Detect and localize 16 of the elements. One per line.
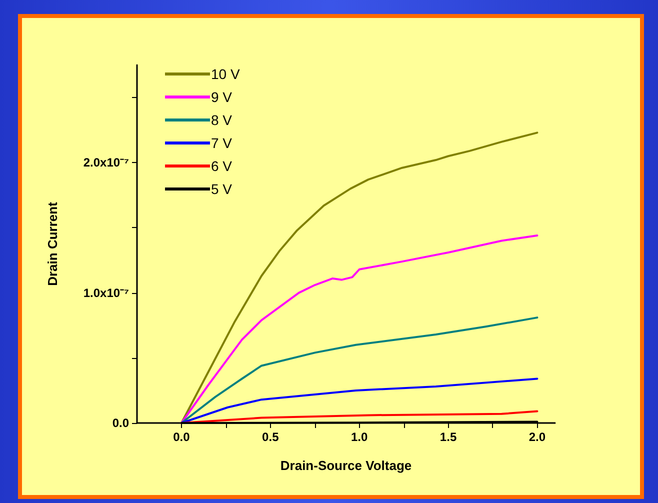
x-tick-label: 1.0: [350, 430, 368, 444]
y-tick-label: 1.0x10⁻⁷: [83, 286, 130, 300]
x-tick-label: 2.0: [528, 430, 546, 444]
legend-label: 8 V: [211, 112, 233, 128]
x-axis-title: Drain-Source Voltage: [280, 458, 412, 473]
legend-label: 9 V: [211, 89, 233, 105]
legend-label: 6 V: [211, 158, 233, 174]
y-tick-label: 2.0x10⁻⁷: [83, 156, 130, 170]
x-tick-label: 0.5: [262, 430, 280, 444]
y-tick-label: 0.0: [112, 416, 130, 430]
x-tick-label: 0.0: [173, 430, 190, 444]
legend-label: 7 V: [211, 135, 233, 151]
legend-label: 5 V: [211, 181, 233, 197]
legend-label: 10 V: [211, 66, 240, 82]
y-axis-title: Drain Current: [45, 201, 60, 286]
x-tick-label: 1.5: [440, 430, 457, 444]
